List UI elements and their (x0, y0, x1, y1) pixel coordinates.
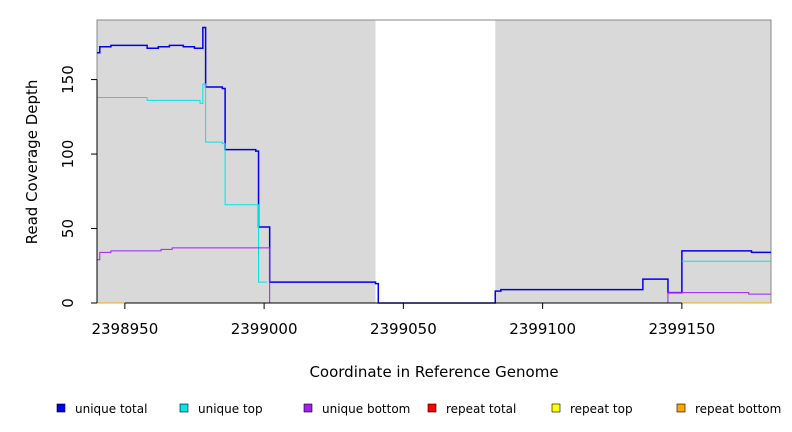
x-tick-label: 2398950 (91, 320, 158, 338)
y-axis-title: Read Coverage Depth (23, 80, 41, 245)
x-tick-label: 2399000 (231, 320, 298, 338)
legend-item-repeat-bottom: repeat bottom (676, 402, 781, 416)
x-tick-label: 2399050 (370, 320, 437, 338)
y-tick-label: 50 (59, 219, 77, 238)
legend-swatch (427, 403, 437, 413)
legend-label: repeat top (570, 402, 633, 416)
series-line-unique-total (97, 26, 771, 304)
legend-label: unique bottom (322, 402, 410, 416)
x-tick-label: 2399100 (509, 320, 576, 338)
legend-item-unique-bottom: unique bottom (303, 402, 410, 416)
series-line-unique-bottom (97, 247, 771, 304)
legend: unique total unique top unique bottom repea… (56, 402, 781, 416)
x-axis-title: Coordinate in Reference Genome (309, 363, 558, 381)
legend-label: repeat total (446, 402, 516, 416)
legend-item-unique-total: unique total (56, 402, 147, 416)
y-tick-label: 150 (59, 65, 77, 94)
legend-swatch (303, 403, 313, 413)
y-tick-label: 100 (59, 140, 77, 169)
legend-label: repeat bottom (695, 402, 781, 416)
legend-swatch (179, 403, 189, 413)
legend-swatch (56, 403, 66, 413)
y-tick-label: 0 (59, 298, 77, 308)
legend-item-unique-top: unique top (179, 402, 263, 416)
legend-swatch (551, 403, 561, 413)
shaded-region-2 (495, 20, 771, 303)
plot-area: 0 50 100 150 2398950 2399000 2399050 2399100 239… (59, 19, 772, 338)
legend-label: unique top (198, 402, 263, 416)
shaded-region-1 (97, 20, 376, 303)
legend-label: unique total (75, 402, 147, 416)
legend-item-repeat-total: repeat total (427, 402, 516, 416)
legend-swatch (676, 403, 686, 413)
x-tick-label: 2399150 (648, 320, 715, 338)
legend-item-repeat-top: repeat top (551, 402, 633, 416)
series-line-unique-top (97, 83, 771, 283)
